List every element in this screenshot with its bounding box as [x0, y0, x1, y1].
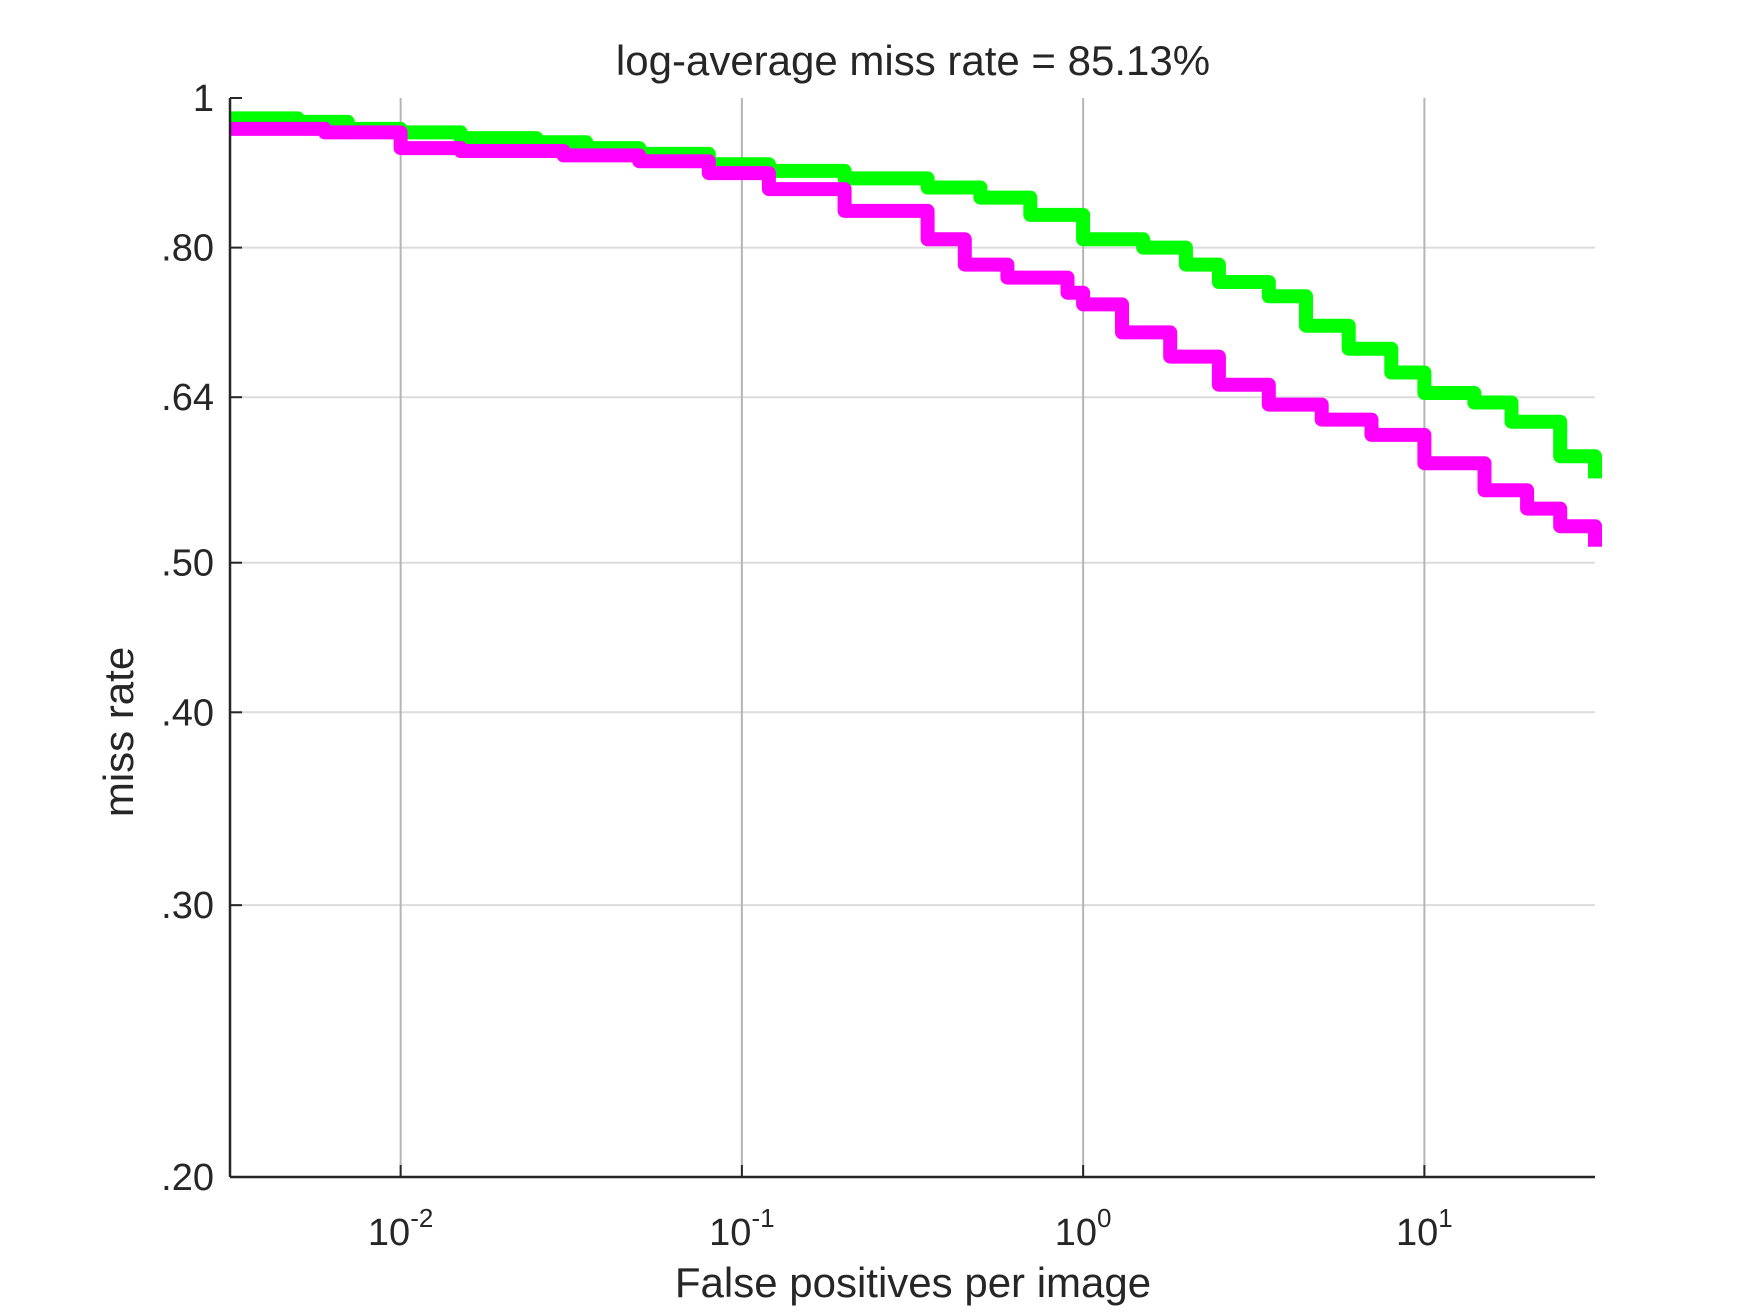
x-tick-exponent: 0	[1097, 1203, 1111, 1233]
x-tick-exponent: -1	[751, 1203, 774, 1233]
grid	[230, 98, 1595, 1177]
x-tick-base: 10	[709, 1212, 751, 1254]
x-axis-label: False positives per image	[675, 1259, 1151, 1306]
x-tick-base: 10	[368, 1212, 410, 1254]
series-group	[230, 111, 1602, 547]
y-tick-label: .50	[161, 543, 214, 585]
series-line-magenta	[230, 121, 1602, 547]
x-tick-labels: 10-2 10-1 100 101	[368, 1203, 1453, 1254]
axes-frame	[228, 97, 1595, 1179]
y-tick-label: .30	[161, 885, 214, 927]
y-tick-labels: 1 .80 .64 .50 .40 .30 .20	[161, 78, 214, 1199]
y-tick-label: .40	[161, 692, 214, 734]
y-tick-label: 1	[193, 78, 214, 120]
x-tick-label: 101	[1396, 1203, 1453, 1254]
series-line-green	[230, 111, 1602, 479]
y-tick-label: .20	[161, 1157, 214, 1199]
x-tick-base: 10	[1055, 1212, 1097, 1254]
y-tick-label: .64	[161, 377, 214, 419]
x-tick-exponent: -2	[410, 1203, 433, 1233]
y-axis-label: miss rate	[95, 647, 142, 817]
x-tick-label: 10-1	[709, 1203, 774, 1254]
chart-title: log-average miss rate = 85.13%	[616, 37, 1210, 84]
y-tick-label: .80	[161, 228, 214, 270]
x-tick-label: 100	[1055, 1203, 1112, 1254]
x-tick-base: 10	[1396, 1212, 1438, 1254]
x-tick-exponent: 1	[1438, 1203, 1452, 1233]
x-tick-label: 10-2	[368, 1203, 433, 1254]
